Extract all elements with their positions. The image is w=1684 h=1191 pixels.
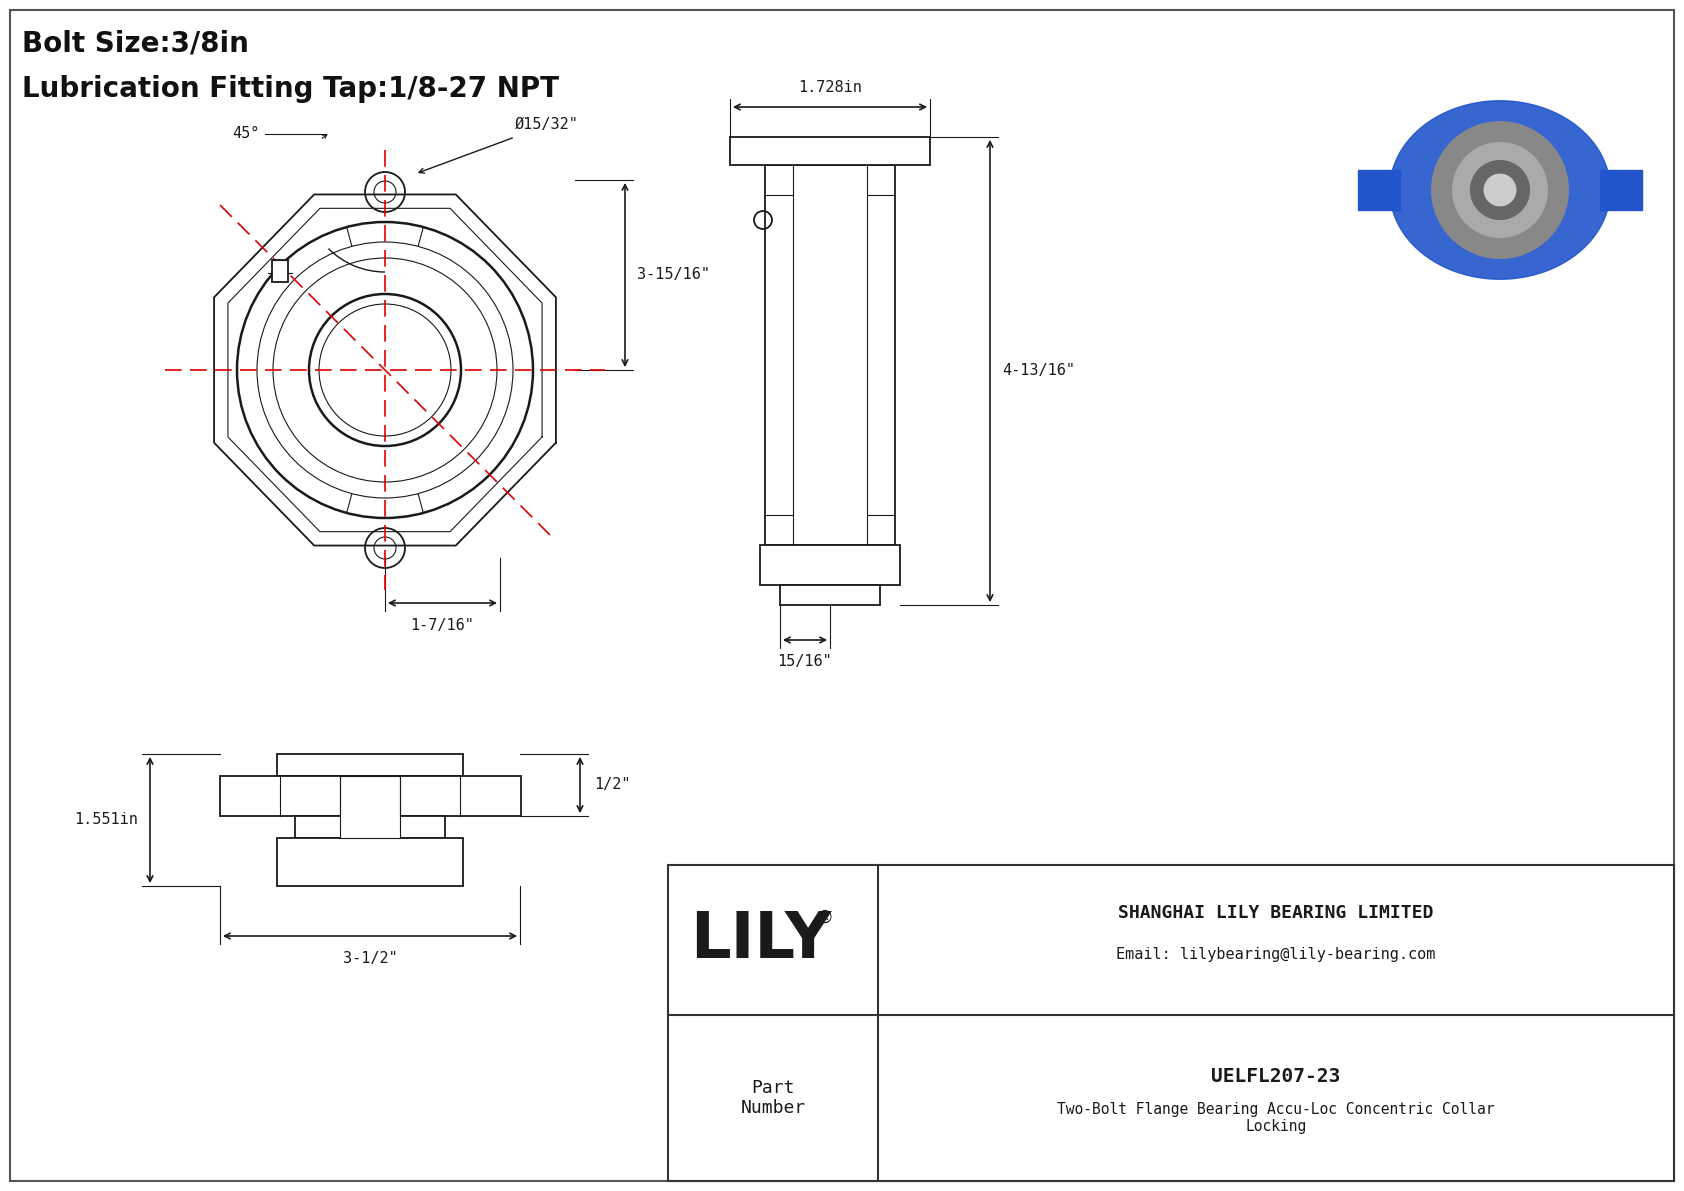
Text: 1.551in: 1.551in — [74, 812, 138, 828]
Bar — [1359, 170, 1401, 210]
Text: UELFL207-23: UELFL207-23 — [1211, 1066, 1340, 1085]
Bar — [1600, 170, 1642, 210]
Text: 1-7/16": 1-7/16" — [411, 618, 475, 632]
Polygon shape — [1389, 101, 1610, 279]
Bar — [759, 545, 899, 585]
Bar — [780, 585, 881, 605]
Bar — [340, 777, 401, 838]
Circle shape — [1484, 174, 1516, 206]
Text: Ø15/32": Ø15/32" — [515, 117, 579, 132]
Bar — [669, 865, 1674, 1181]
Bar — [221, 777, 520, 816]
Text: 3-1/2": 3-1/2" — [342, 950, 397, 966]
Circle shape — [1431, 121, 1568, 258]
Bar — [295, 816, 445, 838]
Text: 3-15/16": 3-15/16" — [637, 268, 711, 282]
Text: ®: ® — [817, 909, 834, 927]
Text: 1.728in: 1.728in — [798, 80, 862, 95]
Bar — [273, 260, 288, 282]
Text: 1/2": 1/2" — [594, 778, 630, 792]
Bar — [276, 838, 463, 886]
Text: Two-Bolt Flange Bearing Accu-Loc Concentric Collar
Locking: Two-Bolt Flange Bearing Accu-Loc Concent… — [1058, 1102, 1495, 1134]
Text: 15/16": 15/16" — [778, 654, 832, 669]
Bar — [276, 754, 463, 777]
Bar — [765, 166, 894, 545]
Text: Part
Number: Part Number — [741, 1079, 805, 1117]
Text: 4-13/16": 4-13/16" — [1002, 363, 1074, 379]
Text: Email: lilybearing@lily-bearing.com: Email: lilybearing@lily-bearing.com — [1116, 948, 1436, 962]
Text: 45°: 45° — [232, 126, 259, 142]
Text: Bolt Size:3/8in: Bolt Size:3/8in — [22, 30, 249, 58]
Circle shape — [1453, 143, 1548, 237]
Text: SHANGHAI LILY BEARING LIMITED: SHANGHAI LILY BEARING LIMITED — [1118, 904, 1433, 922]
Bar — [729, 137, 930, 166]
Text: LILY: LILY — [690, 909, 832, 971]
Text: Lubrication Fitting Tap:1/8-27 NPT: Lubrication Fitting Tap:1/8-27 NPT — [22, 75, 559, 102]
Circle shape — [1470, 161, 1529, 219]
